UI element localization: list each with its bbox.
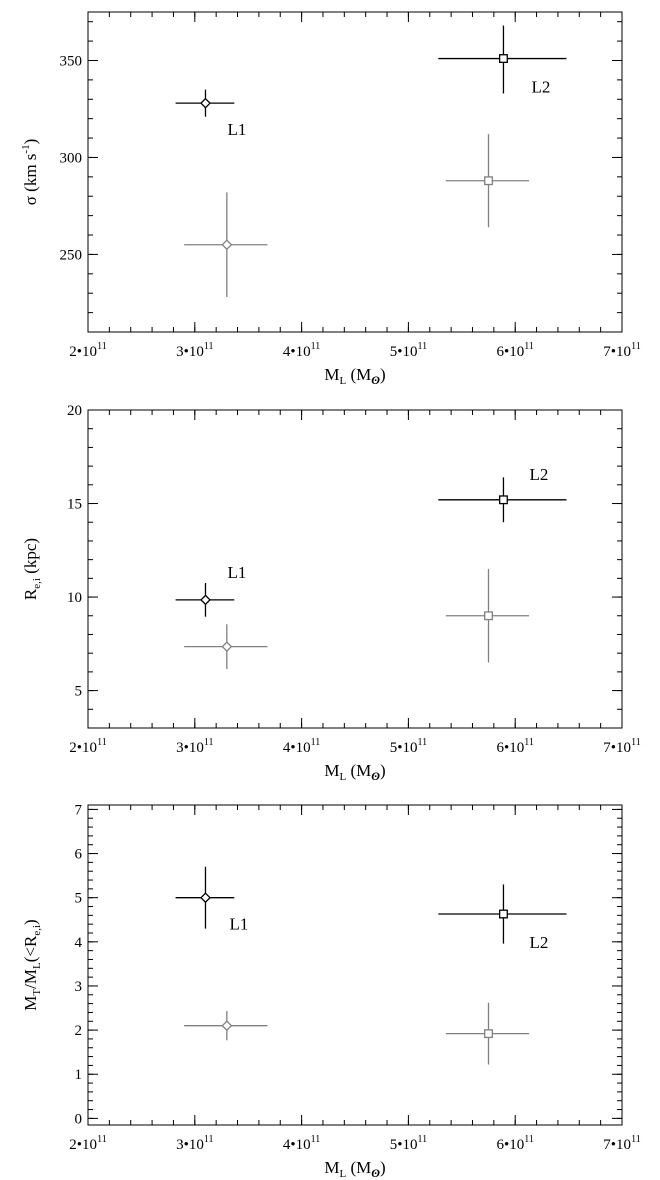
y-tick-label: 6 xyxy=(75,847,83,863)
y-tick-label: 350 xyxy=(60,53,83,69)
y-tick-label: 10 xyxy=(67,590,82,606)
plot-frame xyxy=(87,804,623,1126)
square-marker xyxy=(499,495,508,505)
point-label-l1: L1 xyxy=(227,563,246,582)
y-tick-label: 20 xyxy=(67,403,82,419)
x-tick-label: 5•1011 xyxy=(390,341,427,360)
x-tick-label: 2•1011 xyxy=(69,341,106,360)
data-point-gray-1 xyxy=(184,624,268,670)
diamond-marker xyxy=(221,641,233,653)
x-tick-label: 6•1011 xyxy=(496,737,533,756)
data-point-gray-2 xyxy=(445,1002,530,1065)
x-axis-title: ML (Mʘ) xyxy=(324,761,385,783)
x-tick-label: 2•1011 xyxy=(69,737,106,756)
y-tick-label: 0 xyxy=(75,1111,83,1127)
y-tick-label: 15 xyxy=(67,497,82,513)
y-tick-label: 3 xyxy=(75,979,83,995)
x-tick-label: 7•1011 xyxy=(603,341,640,360)
x-tick-label: 4•1011 xyxy=(283,737,320,756)
point-label-l1: L1 xyxy=(229,915,248,934)
x-axis-title: ML (Mʘ) xyxy=(324,365,385,387)
x-tick-label: 5•1011 xyxy=(390,1134,427,1153)
x-tick-label: 4•1011 xyxy=(283,341,320,360)
x-tick-label: 3•1011 xyxy=(176,341,213,360)
x-tick-label: 6•1011 xyxy=(496,1134,533,1153)
plot-frame xyxy=(87,11,623,333)
data-point-black-1: L1 xyxy=(175,563,246,617)
y-tick-label: 2 xyxy=(75,1023,83,1039)
y-axis-title: MT/ML(<Re,i) xyxy=(21,919,43,1010)
y-tick-label: 300 xyxy=(60,150,83,166)
x-tick-label: 7•1011 xyxy=(603,1134,640,1153)
panel-1: 2•1011 3•1011 4•1011 5•1011 6•1011 7•1011 250 3… xyxy=(20,11,641,387)
point-label-l1: L1 xyxy=(227,120,246,139)
square-marker xyxy=(484,611,493,621)
y-tick-label: 5 xyxy=(75,891,83,907)
square-marker xyxy=(499,909,508,919)
point-label-l2: L2 xyxy=(531,78,550,97)
plot-frame xyxy=(87,409,623,729)
x-tick-label: 4•1011 xyxy=(283,1134,320,1153)
data-point-gray-2 xyxy=(445,569,530,663)
panel-3: 2•1011 3•1011 4•1011 5•1011 6•1011 7•1011 0 1 2 3… xyxy=(21,802,641,1180)
diamond-marker xyxy=(221,239,233,251)
data-point-black-1: L1 xyxy=(175,866,248,934)
y-axis-title: Re,i (kpc) xyxy=(21,538,43,600)
x-tick-label: 3•1011 xyxy=(176,737,213,756)
y-axis-title: σ (km s-1) xyxy=(20,139,40,206)
diamond-marker xyxy=(200,892,211,904)
data-point-black-2: L2 xyxy=(438,25,567,97)
y-tick-label: 7 xyxy=(75,802,83,818)
diamond-marker xyxy=(221,1020,233,1032)
diamond-marker xyxy=(200,594,211,606)
panel-2: 2•1011 3•1011 4•1011 5•1011 6•1011 7•1011 5 10 1… xyxy=(21,403,641,783)
y-tick-label: 4 xyxy=(75,935,83,951)
x-tick-label: 2•1011 xyxy=(69,1134,106,1153)
square-marker xyxy=(484,1029,493,1039)
x-tick-label: 5•1011 xyxy=(390,737,427,756)
y-tick-label: 5 xyxy=(75,684,83,700)
square-marker xyxy=(484,176,493,186)
data-point-black-1: L1 xyxy=(175,89,246,139)
diamond-marker xyxy=(200,97,211,109)
data-point-black-2: L2 xyxy=(438,884,567,952)
data-point-black-2: L2 xyxy=(438,465,567,523)
data-point-gray-2 xyxy=(445,134,530,228)
y-tick-label: 250 xyxy=(60,247,83,263)
data-point-gray-1 xyxy=(184,1011,268,1041)
x-tick-label: 6•1011 xyxy=(496,341,533,360)
point-label-l2: L2 xyxy=(529,933,548,952)
x-tick-label: 3•1011 xyxy=(176,1134,213,1153)
y-tick-label: 1 xyxy=(75,1067,83,1083)
x-axis-title: ML (Mʘ) xyxy=(324,1158,385,1180)
square-marker xyxy=(499,54,508,63)
x-tick-label: 7•1011 xyxy=(603,737,640,756)
data-point-gray-1 xyxy=(184,192,268,298)
point-label-l2: L2 xyxy=(529,465,548,484)
